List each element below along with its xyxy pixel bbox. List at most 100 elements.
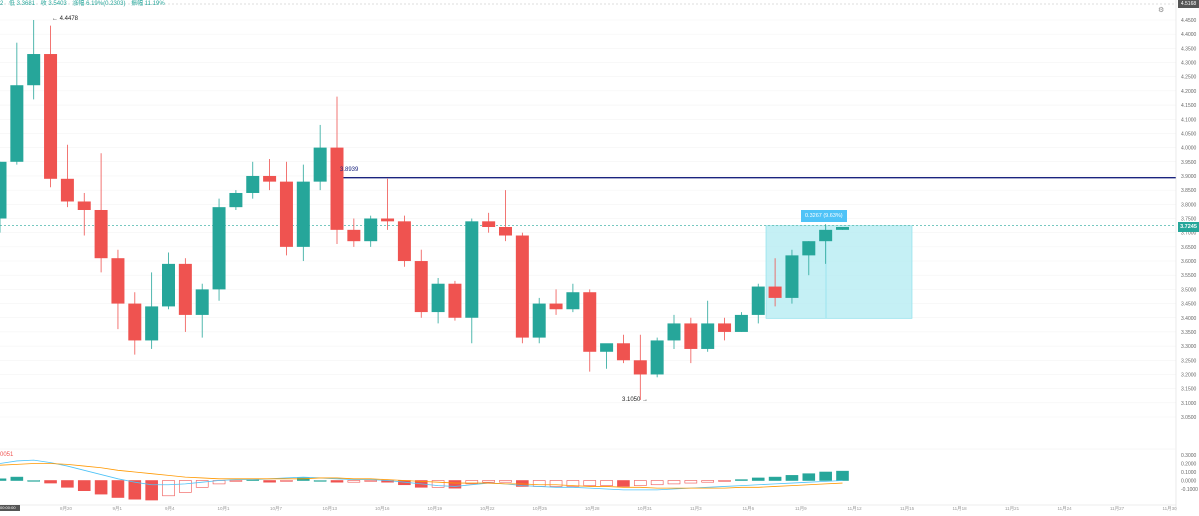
time-tick-label: 9月1 [113,506,123,511]
candle-body [499,227,512,236]
candle-body [684,323,698,349]
macd-histogram-bar [516,480,529,487]
time-tick-label: 11月27 [1110,506,1125,511]
price-tick-label: 4.0000 [1181,146,1197,152]
candle-body [583,292,597,352]
time-tick-label: 10月19 [428,506,443,511]
settings-icon[interactable]: ⚙ [1158,7,1165,14]
grid [0,19,1176,418]
price-tick-label: 3.9000 [1181,174,1197,180]
macd-histogram-bar [701,480,715,483]
ohlc-field: 低 3.3681 [9,1,36,7]
macd-histogram-bar [128,480,142,500]
candle-body [145,306,159,341]
candle-body [616,343,630,361]
macd-histogram-bar [566,480,580,487]
candle-body [785,255,799,298]
macd-histogram-bar [61,480,74,488]
price-tick-label: 3.8500 [1181,188,1197,194]
macd-histogram-bar [819,471,832,481]
ohlc-field: 收 3.5403 [40,1,67,7]
candle-body [347,229,361,242]
macd-histogram-bar [718,480,731,482]
candle-body [718,323,732,332]
time-tick-label: 10月16 [375,506,390,511]
time-tag: 00:00:00 [0,505,20,511]
macd-histogram-bar [77,480,91,491]
price-tick-label: 3.5000 [1181,287,1197,293]
price-tick-label: 3.7000 [1181,231,1197,237]
time-tick-label: 11月3 [690,506,702,511]
candle-body [263,175,277,182]
candle-body [44,54,58,179]
candle-body [27,54,41,86]
low-marker: 3.1050 → [622,397,649,403]
price-tick-label: 3.4500 [1181,302,1197,308]
macd-line [0,459,843,491]
time-tick-label: 10月31 [638,506,653,511]
macd-histogram-bar [617,480,630,487]
level-label: 3.8939 [340,167,359,173]
price-tick-label: 3.3000 [1181,344,1197,350]
measure-label: 0.3267 (9.63%) [801,210,847,222]
candle-body [397,221,411,262]
high-marker: ← 4.4478 [52,16,79,22]
price-tick-label: 3.9500 [1181,160,1197,166]
ohlc-field: 2 [0,1,4,7]
macd-histogram-bar [94,480,108,495]
macd-histogram-bar [296,477,310,481]
candle-body [279,181,293,247]
price-tick-label: 4.2000 [1181,89,1197,95]
candle-body [633,360,647,375]
price-tick-label: 4.4000 [1181,32,1197,38]
candle-body [734,314,748,332]
candle-body [111,258,125,304]
time-tick-label: 10月28 [585,506,600,511]
candle-body [482,221,496,228]
candle-body [768,286,782,298]
candles [0,20,849,400]
time-tick-label: 11月21 [1005,506,1020,511]
candle-body [60,178,74,202]
time-tick-label: 11月6 [743,506,755,511]
price-tick-label: 3.4000 [1181,316,1197,322]
time-tick-label: 11月12 [848,506,863,511]
candle-body [802,241,816,256]
time-tick-label: 10月1 [218,506,231,511]
macd-histogram-bar [44,480,57,484]
candle-body [313,147,327,182]
macd-histogram-bar [364,480,378,482]
top-price-tag: 4.5168 [1178,0,1199,8]
price-tick-label: 3.6500 [1181,245,1197,251]
candle-body [381,218,395,222]
candle-body [532,303,546,338]
macd-histogram-bar [768,476,782,481]
candle-body [128,303,142,341]
candle-body [364,218,378,242]
price-tick-label: 4.1500 [1181,103,1197,109]
high-value: 4.4478 [59,16,79,22]
price-tick-label: 3.8000 [1181,202,1197,208]
price-tick-label: 3.5500 [1181,273,1197,279]
price-tick-label: 3.3500 [1181,330,1197,336]
macd-histogram-bar [162,480,175,497]
macd-histogram-bar [785,475,799,481]
macd-histogram-bar [10,476,24,481]
macd-histogram-bar [431,480,445,488]
candle-body [0,161,7,219]
time-tick-label: 9月4 [165,506,175,511]
price-tick-label: 4.1000 [1181,117,1197,123]
macd-histogram-bar [448,480,462,489]
time-tick-label: 8月20 [60,506,73,511]
price-tick-label: 4.0500 [1181,131,1197,137]
price-tick-label: 3.2500 [1181,358,1197,364]
horizontal-level [0,176,1176,227]
price-tick-label: 3.2000 [1181,372,1197,378]
macd-histogram-bar [465,480,479,485]
macd-histogram-bar [0,478,7,481]
candle-body [819,229,833,242]
macd-histogram-bar [482,480,495,483]
time-tick-label: 10月22 [480,506,495,511]
